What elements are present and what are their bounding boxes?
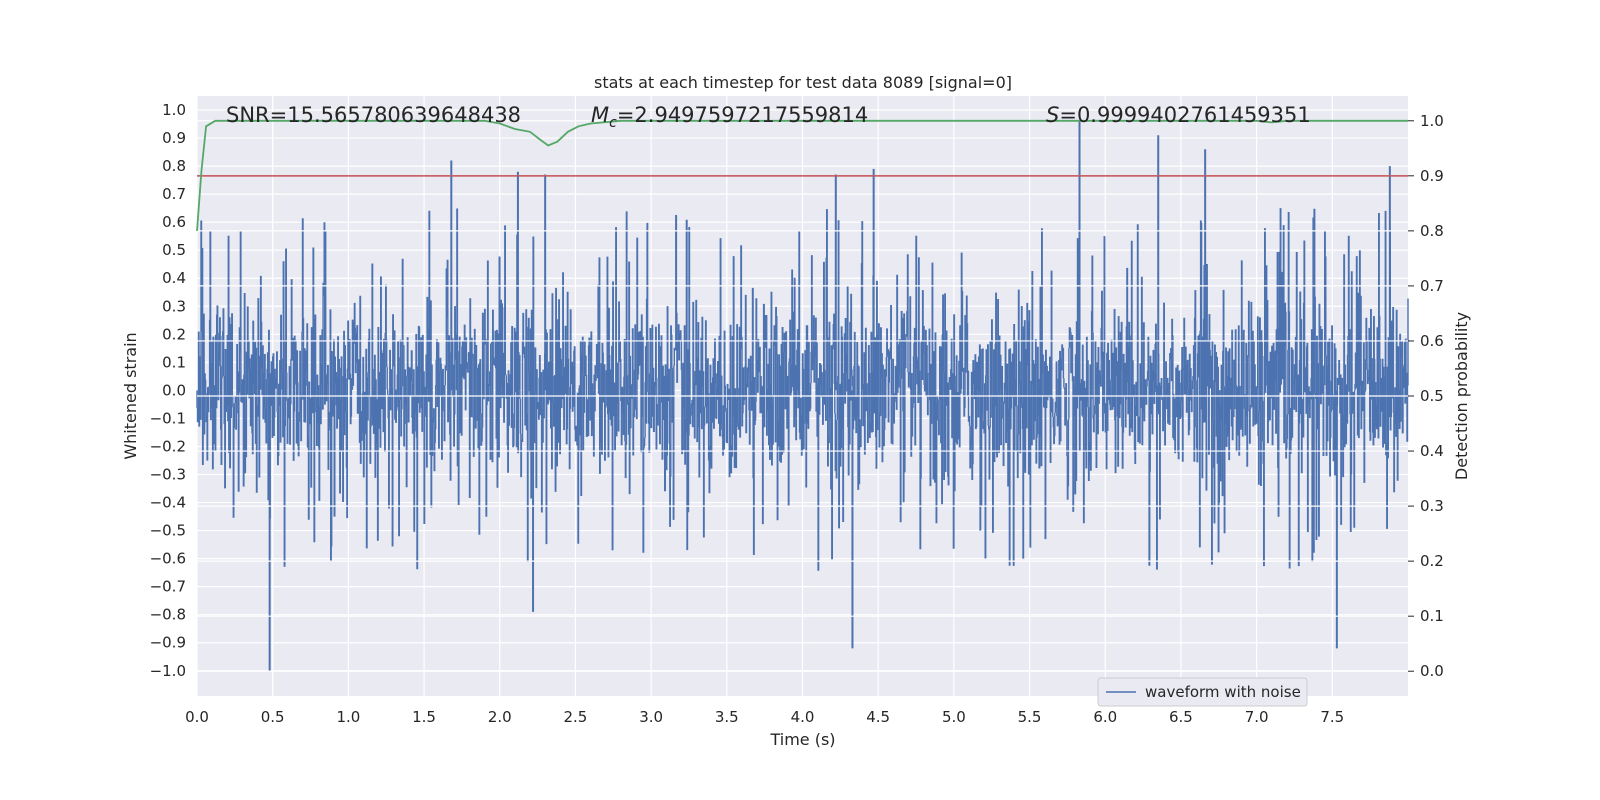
legend: waveform with noise bbox=[1097, 677, 1308, 707]
y-left-tick-label: 0.3 bbox=[162, 297, 186, 315]
y-left-tick-label: −1.0 bbox=[150, 662, 186, 680]
y-left-tick-label: −0.3 bbox=[150, 466, 186, 484]
y-axis-right-label: Detection probability bbox=[1452, 312, 1471, 480]
strain-noise-line bbox=[196, 208, 1409, 571]
x-tick-label: 2.0 bbox=[488, 708, 512, 726]
x-tick-label: 5.5 bbox=[1018, 708, 1042, 726]
y-left-tick-label: 0.4 bbox=[162, 269, 186, 287]
y-left-tick-label: −0.9 bbox=[150, 634, 186, 652]
y-left-tick-label: −0.5 bbox=[150, 522, 186, 540]
chirp-mass-subscript: c bbox=[609, 115, 617, 131]
y-left-tick-label: 0.7 bbox=[162, 185, 186, 203]
chirp-mass-symbol: M bbox=[591, 103, 609, 127]
x-tick-label: 1.0 bbox=[336, 708, 360, 726]
y-left-tick-label: 0.2 bbox=[162, 325, 186, 343]
x-tick-label: 7.0 bbox=[1245, 708, 1269, 726]
y-right-tick-label: 0.8 bbox=[1420, 222, 1444, 240]
x-tick-label: 0.0 bbox=[185, 708, 209, 726]
legend-label: waveform with noise bbox=[1145, 683, 1301, 701]
y-right-tick-label: 0.5 bbox=[1420, 387, 1444, 405]
x-tick-label: 0.5 bbox=[261, 708, 285, 726]
y-left-tick-label: −0.2 bbox=[150, 437, 186, 455]
y-left-tick-label: −0.8 bbox=[150, 606, 186, 624]
y-axis-left-label: Whitened strain bbox=[121, 332, 140, 459]
strain-series bbox=[196, 121, 1409, 671]
y-right-tick-label: 0.4 bbox=[1420, 442, 1444, 460]
x-tick-label: 6.0 bbox=[1093, 708, 1117, 726]
axis-ticks: 0.0 0.5 1.0 1.5 2.0 2.5 3.0 3.5 4.0 4.5 5.0 5.5 6.0 6… bbox=[150, 101, 1444, 726]
y-left-tick-label: 0.0 bbox=[162, 381, 186, 399]
x-tick-label: 5.0 bbox=[942, 708, 966, 726]
x-tick-label: 3.5 bbox=[715, 708, 739, 726]
x-tick-label: 4.5 bbox=[866, 708, 890, 726]
y-right-tick-label: 0.3 bbox=[1420, 497, 1444, 515]
y-left-tick-label: 0.1 bbox=[162, 353, 186, 371]
chart-title: stats at each timestep for test data 808… bbox=[594, 73, 1012, 92]
x-axis-label: Time (s) bbox=[769, 730, 835, 749]
x-tick-label: 7.5 bbox=[1320, 708, 1344, 726]
y-left-tick-label: 1.0 bbox=[162, 101, 186, 119]
y-left-tick-label: −0.6 bbox=[150, 550, 186, 568]
score-symbol: S bbox=[1046, 103, 1059, 127]
x-tick-label: 1.5 bbox=[412, 708, 436, 726]
x-tick-label: 4.0 bbox=[791, 708, 815, 726]
y-right-tick-label: 0.9 bbox=[1420, 167, 1444, 185]
score-annotation: S=0.9999402761459351 bbox=[1046, 103, 1311, 127]
y-right-tick-label: 0.2 bbox=[1420, 552, 1444, 570]
y-right-tick-label: 0.6 bbox=[1420, 332, 1444, 350]
x-tick-label: 6.5 bbox=[1169, 708, 1193, 726]
y-right-tick-label: 0.1 bbox=[1420, 607, 1444, 625]
y-right-tick-label: 0.7 bbox=[1420, 277, 1444, 295]
legend-box bbox=[1097, 677, 1308, 707]
y-left-tick-label: −0.7 bbox=[150, 578, 186, 596]
chirp-mass-annotation: Mc=2.9497597217559814 bbox=[591, 103, 868, 131]
y-left-tick-label: −0.1 bbox=[150, 409, 186, 427]
y-right-tick-label: 1.0 bbox=[1420, 112, 1444, 130]
score-value: =0.9999402761459351 bbox=[1059, 103, 1310, 127]
snr-annotation: SNR=15.565780639648438 bbox=[226, 103, 521, 127]
y-left-tick-label: 0.5 bbox=[162, 241, 186, 259]
chirp-mass-value: =2.9497597217559814 bbox=[617, 103, 868, 127]
probability-series bbox=[196, 119, 1408, 672]
y-left-tick-label: −0.4 bbox=[150, 494, 186, 512]
y-right-tick-label: 0.0 bbox=[1420, 662, 1444, 680]
y-left-tick-label: 0.6 bbox=[162, 213, 186, 231]
y-left-tick-label: 0.8 bbox=[162, 157, 186, 175]
probability-line bbox=[196, 119, 1408, 231]
x-tick-label: 2.5 bbox=[564, 708, 588, 726]
y-left-tick-label: 0.9 bbox=[162, 129, 186, 147]
x-tick-label: 3.0 bbox=[639, 708, 663, 726]
